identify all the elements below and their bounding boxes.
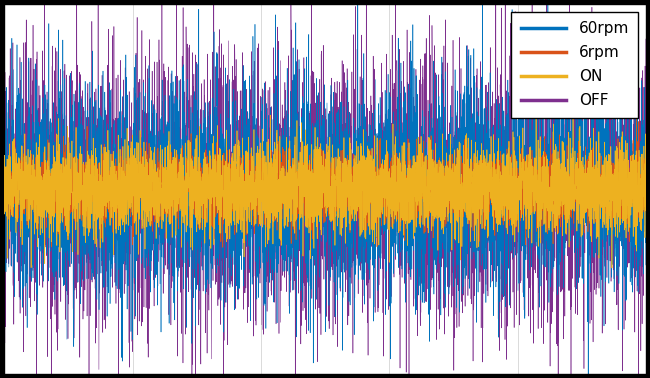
ON [385, 180, 393, 184]
ON [417, 207, 425, 211]
ON [528, 194, 536, 198]
Line: ON: ON [4, 110, 646, 268]
Line: 6rpm: 6rpm [4, 116, 646, 247]
OFF [479, 150, 487, 155]
ON [608, 266, 616, 270]
6rpm [528, 193, 536, 198]
60rpm [479, 194, 487, 199]
ON [479, 167, 487, 171]
6rpm [219, 245, 227, 249]
OFF [246, 221, 254, 226]
6rpm [385, 177, 393, 182]
ON [569, 108, 577, 112]
Line: OFF: OFF [4, 0, 646, 378]
OFF [117, 217, 125, 222]
ON [117, 213, 125, 218]
Line: 60rpm: 60rpm [4, 0, 646, 378]
60rpm [246, 74, 254, 78]
OFF [0, 78, 8, 83]
6rpm [632, 113, 640, 118]
6rpm [0, 189, 8, 194]
6rpm [418, 178, 426, 183]
ON [246, 176, 254, 181]
OFF [528, 179, 536, 184]
Legend: 60rpm, 6rpm, ON, OFF: 60rpm, 6rpm, ON, OFF [512, 12, 638, 118]
60rpm [642, 263, 650, 267]
60rpm [528, 164, 536, 168]
60rpm [418, 220, 426, 224]
6rpm [479, 182, 487, 186]
60rpm [0, 235, 8, 240]
6rpm [117, 187, 125, 192]
6rpm [246, 191, 254, 196]
OFF [642, 37, 650, 41]
60rpm [385, 133, 393, 138]
6rpm [642, 191, 650, 195]
ON [0, 167, 8, 172]
OFF [385, 274, 393, 278]
ON [642, 189, 650, 194]
60rpm [117, 88, 125, 92]
OFF [418, 256, 426, 261]
